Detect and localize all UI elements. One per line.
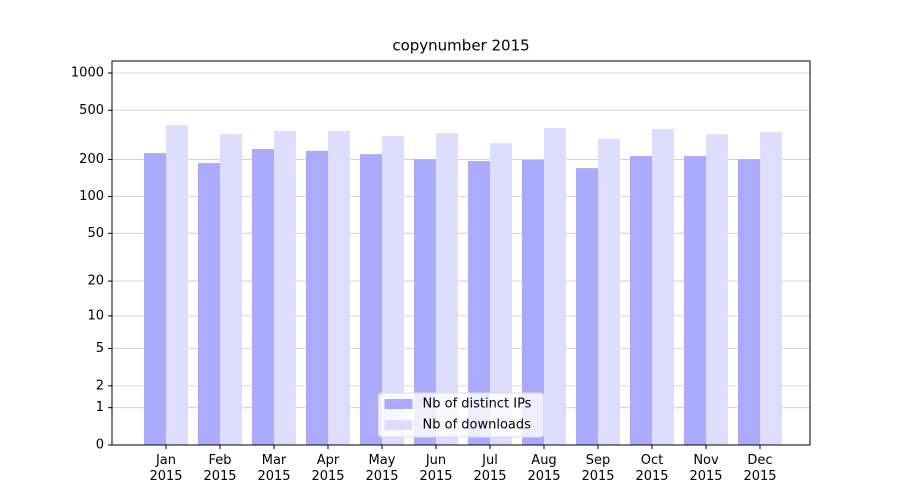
x-tick-label: Jul 2015: [473, 453, 507, 484]
x-tick-label: Nov 2015: [689, 453, 723, 484]
legend-swatch: [384, 420, 413, 430]
legend-box: [378, 392, 544, 438]
x-tick-label: Jun 2015: [419, 453, 453, 484]
axes-frame: [111, 60, 811, 446]
bar: [382, 136, 404, 446]
bar: [144, 153, 166, 445]
x-tick-label: Apr 2015: [311, 453, 345, 484]
y-tick-label: 100: [79, 189, 104, 204]
y-tick-label: 0: [96, 438, 104, 453]
bar: [652, 129, 674, 445]
y-tick-label: 200: [79, 152, 104, 167]
bar: [630, 156, 652, 445]
bar: [684, 156, 706, 445]
y-tick-label: 1000: [71, 66, 104, 81]
y-tick-label: 2: [96, 378, 104, 393]
bar: [274, 130, 296, 446]
legend-swatch: [384, 399, 413, 409]
x-tick-label: Feb 2015: [203, 453, 237, 484]
bar: [360, 154, 382, 446]
bar: [306, 150, 328, 445]
x-tick-label: Jan 2015: [149, 453, 183, 484]
bar: [468, 161, 490, 445]
chart-title: copynumber 2015: [392, 37, 529, 55]
bar: [220, 134, 242, 445]
y-tick-label: 1: [96, 400, 104, 415]
y-tick-label: 500: [79, 103, 104, 118]
bar: [328, 130, 350, 446]
bar: [252, 149, 274, 446]
bar: [576, 168, 598, 445]
y-tick-label: 10: [87, 308, 104, 323]
y-tick-label: 50: [87, 226, 104, 241]
x-tick-label: Oct 2015: [635, 453, 669, 484]
bar: [738, 159, 760, 445]
bar: [760, 132, 782, 445]
bar: [166, 125, 188, 445]
x-tick-label: Sep 2015: [581, 453, 615, 484]
legend-label: Nb of downloads: [423, 418, 532, 433]
x-tick-label: Aug 2015: [527, 453, 561, 484]
x-tick-label: Mar 2015: [257, 453, 291, 484]
bar: [414, 159, 436, 445]
bar: [598, 138, 620, 446]
bar: [544, 128, 566, 445]
x-tick-label: May 2015: [365, 453, 399, 484]
y-tick-label: 5: [96, 341, 104, 356]
bar: [436, 133, 458, 445]
bar: [706, 134, 728, 445]
bar: [490, 143, 512, 446]
bar: [522, 159, 544, 445]
x-tick-label: Dec 2015: [743, 453, 777, 484]
legend-label: Nb of distinct IPs: [423, 397, 532, 412]
y-tick-label: 20: [87, 274, 104, 289]
bar: [198, 163, 220, 446]
